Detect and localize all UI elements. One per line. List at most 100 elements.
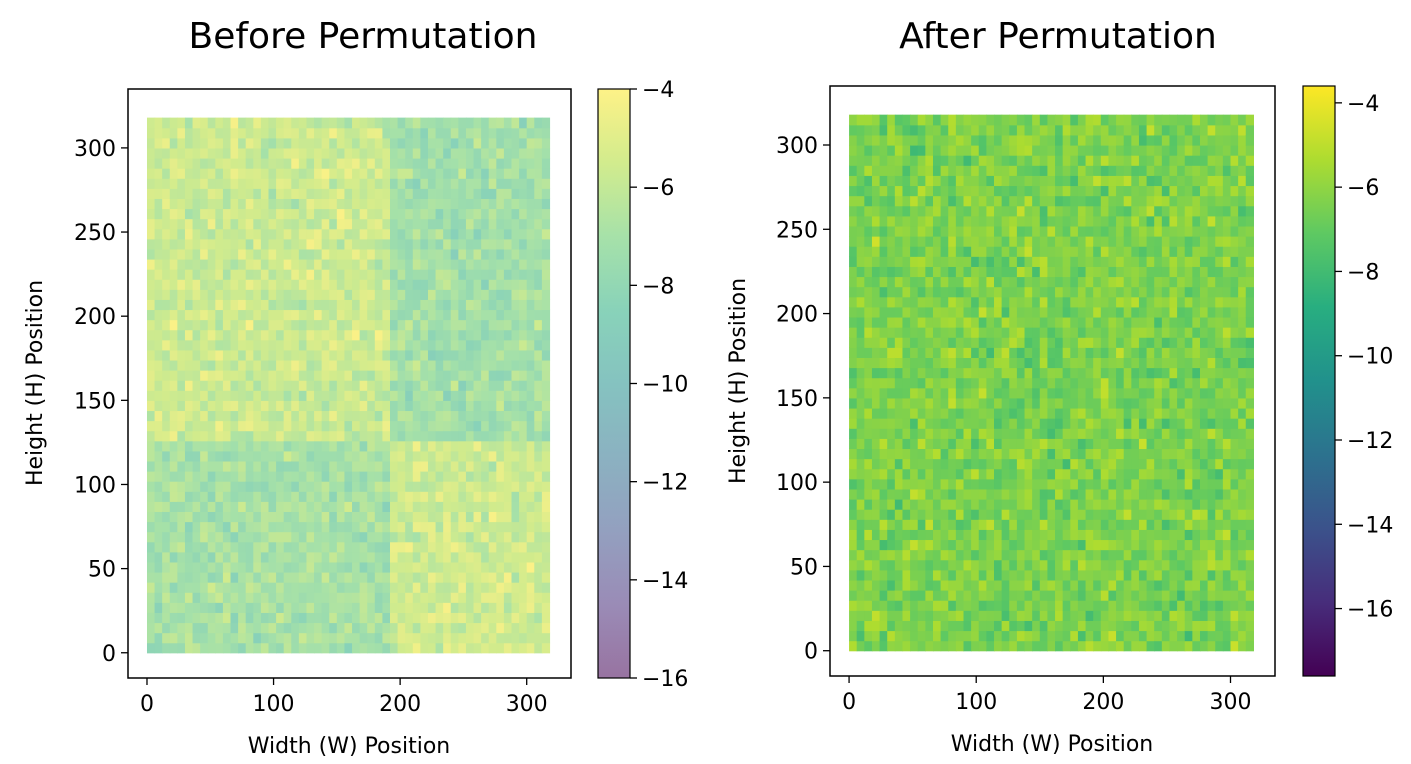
scatter-cell xyxy=(488,228,497,240)
scatter-cell xyxy=(245,582,254,593)
scatter-cell xyxy=(940,266,949,278)
scatter-cell xyxy=(336,218,346,230)
scatter-cell xyxy=(222,460,232,472)
scatter-cell xyxy=(978,397,987,409)
scatter-cell xyxy=(971,256,980,267)
scatter-cell xyxy=(169,592,178,603)
scatter-cell xyxy=(230,420,239,432)
scatter-cell xyxy=(291,158,300,169)
scatter-cell xyxy=(526,319,535,331)
scatter-cell xyxy=(154,410,163,422)
scatter-cell xyxy=(856,590,865,601)
scatter-cell xyxy=(344,551,353,563)
scatter-cell xyxy=(420,410,429,422)
scatter-cell xyxy=(1032,610,1041,621)
scatter-cell xyxy=(435,551,444,563)
scatter-cell xyxy=(260,481,270,492)
scatter-cell xyxy=(321,299,330,311)
scatter-cell xyxy=(481,258,490,270)
scatter-cell xyxy=(177,117,186,129)
scatter-cell xyxy=(276,188,285,199)
scatter-cell xyxy=(458,642,467,654)
scatter-cell xyxy=(1100,236,1110,247)
scatter-cell xyxy=(910,175,919,187)
scatter-cell xyxy=(276,228,285,240)
scatter-cell xyxy=(352,168,361,179)
scatter-cell xyxy=(458,450,467,462)
scatter-cell xyxy=(902,640,911,652)
scatter-cell xyxy=(955,549,965,561)
scatter-cell xyxy=(1116,559,1125,571)
scatter-cell xyxy=(871,246,881,257)
scatter-cell xyxy=(1055,640,1064,652)
scatter-cell xyxy=(887,357,896,369)
scatter-cell xyxy=(473,349,482,361)
scatter-cell xyxy=(932,640,942,652)
scatter-cell xyxy=(298,168,308,179)
scatter-cell xyxy=(503,289,513,300)
scatter-cell xyxy=(154,127,163,139)
scatter-cell xyxy=(1047,448,1056,460)
scatter-cell xyxy=(420,420,429,432)
scatter-cell xyxy=(894,165,904,176)
scatter-cell xyxy=(1070,458,1079,470)
scatter-cell xyxy=(1009,236,1018,247)
scatter-cell xyxy=(329,410,338,422)
scatter-cell xyxy=(519,238,528,250)
scatter-cell xyxy=(314,147,323,159)
scatter-cell xyxy=(192,612,201,624)
scatter-cell xyxy=(359,410,368,422)
scatter-cell xyxy=(344,218,353,230)
scatter-cell xyxy=(458,269,467,280)
scatter-cell xyxy=(1024,286,1033,298)
scatter-cell xyxy=(526,460,535,472)
scatter-cell xyxy=(306,329,315,341)
scatter-cell xyxy=(1032,266,1041,278)
scatter-cell xyxy=(314,289,323,300)
scatter-cell xyxy=(162,329,171,341)
scatter-cell xyxy=(948,165,957,176)
scatter-cell xyxy=(1055,246,1064,257)
scatter-cell xyxy=(276,158,285,169)
scatter-cell xyxy=(526,158,535,169)
scatter-cell xyxy=(503,269,513,280)
scatter-cell xyxy=(955,286,965,298)
scatter-cell xyxy=(864,519,873,530)
scatter-cell xyxy=(503,592,513,603)
scatter-cell xyxy=(314,218,323,230)
scatter-cell xyxy=(1108,347,1117,358)
scatter-cell xyxy=(435,410,444,422)
scatter-cell xyxy=(450,147,459,159)
scatter-cell xyxy=(1085,165,1094,176)
scatter-cell xyxy=(412,137,421,149)
scatter-cell xyxy=(1039,175,1049,187)
scatter-cell xyxy=(1016,407,1026,419)
scatter-cell xyxy=(1047,276,1056,288)
scatter-cell xyxy=(894,620,904,632)
scatter-cell xyxy=(344,359,353,371)
scatter-cell xyxy=(390,168,399,179)
scatter-cell xyxy=(511,612,520,624)
scatter-cell xyxy=(427,410,437,422)
scatter-cell xyxy=(1062,539,1071,551)
scatter-cell xyxy=(427,440,437,452)
scatter-cell xyxy=(887,569,896,581)
scatter-cell xyxy=(245,561,254,573)
scatter-cell xyxy=(146,329,156,341)
scatter-cell xyxy=(864,590,873,601)
scatter-cell xyxy=(519,440,528,452)
scatter-cell xyxy=(1062,579,1071,591)
scatter-cell xyxy=(473,359,482,371)
scatter-cell xyxy=(207,137,216,149)
scatter-cell xyxy=(435,541,444,553)
scatter-cell xyxy=(1009,600,1018,611)
scatter-cell xyxy=(849,145,858,156)
scatter-cell xyxy=(374,299,383,311)
scatter-cell xyxy=(397,319,406,331)
scatter-cell xyxy=(1047,468,1056,480)
scatter-cell xyxy=(154,380,163,391)
scatter-cell xyxy=(215,390,224,401)
scatter-cell xyxy=(1016,175,1026,187)
scatter-cell xyxy=(887,185,896,197)
scatter-cell xyxy=(994,438,1003,450)
